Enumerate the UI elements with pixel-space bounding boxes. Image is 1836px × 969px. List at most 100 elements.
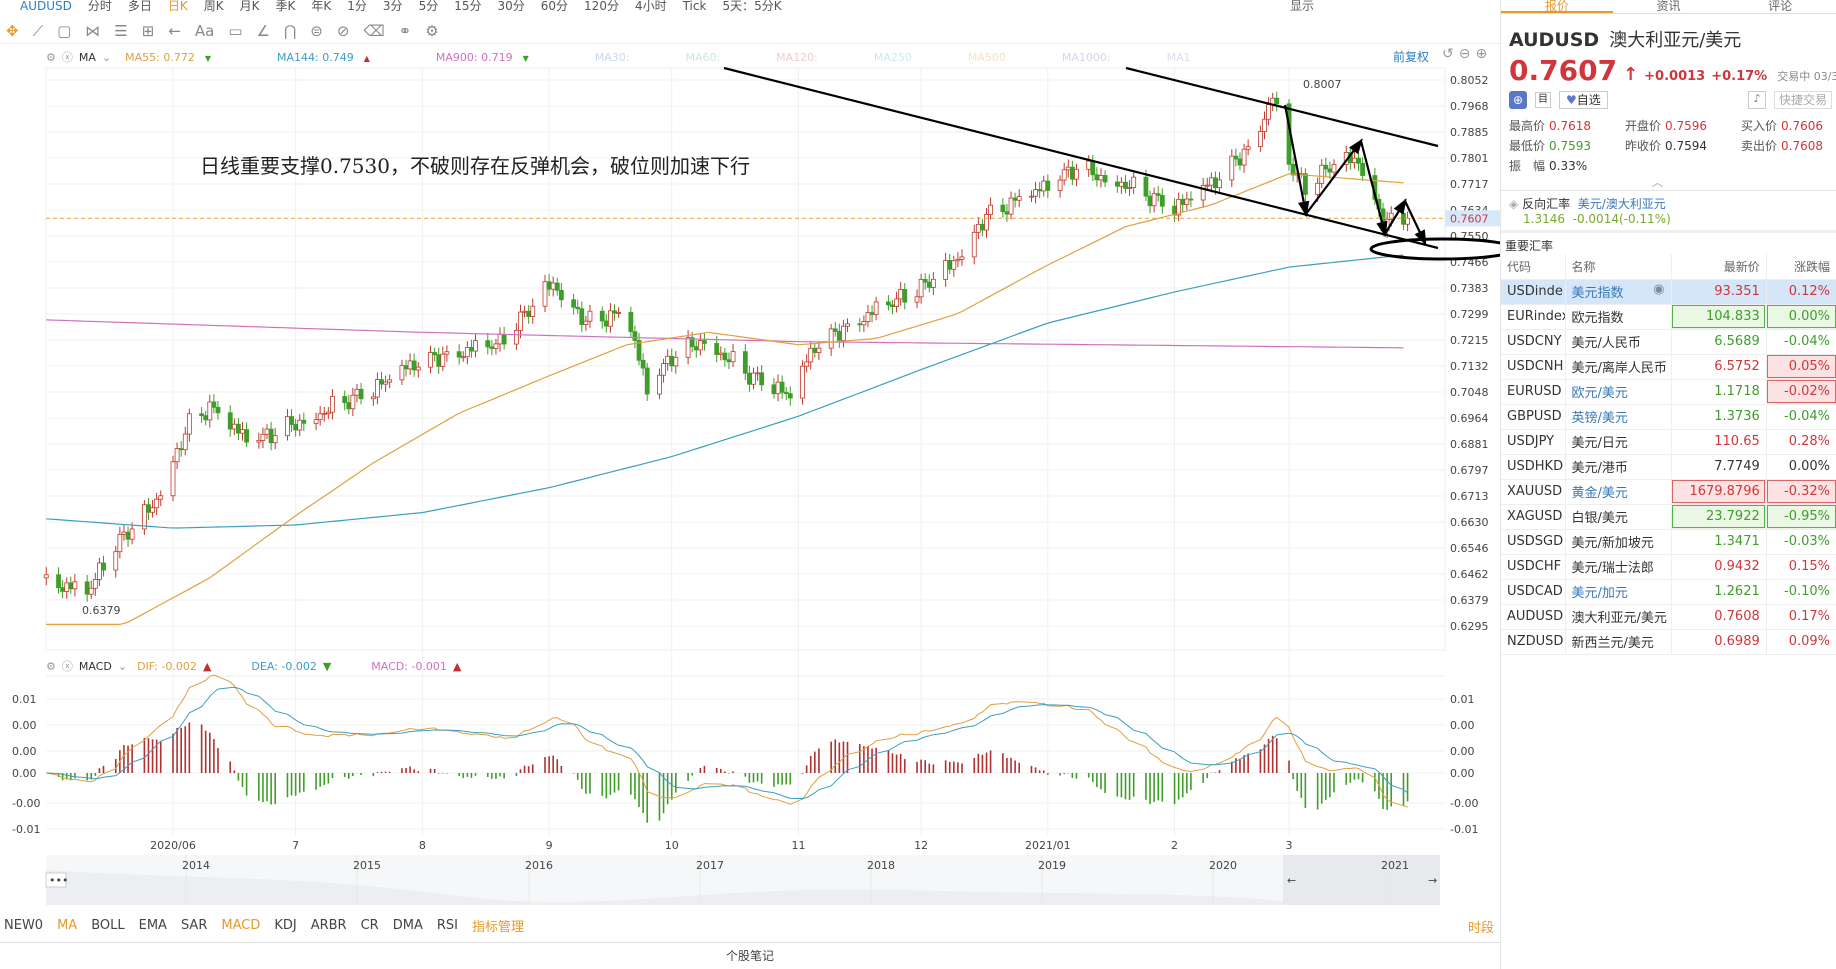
period-tab[interactable]: 季K bbox=[275, 0, 296, 13]
indicator-tab[interactable]: BOLL bbox=[91, 917, 125, 933]
table-row[interactable]: EURUSD 欧元/美元 1.1718 -0.02% bbox=[1501, 379, 1836, 405]
period-tab[interactable]: 周K bbox=[203, 0, 224, 13]
comment-tool-icon[interactable]: ▭ bbox=[228, 21, 243, 40]
period-tab[interactable]: 5分 bbox=[418, 0, 439, 13]
text-tool-icon[interactable]: Aa bbox=[194, 21, 215, 40]
table-row[interactable]: XAGUSD 白银/美元 23.7922 -0.95% bbox=[1501, 504, 1836, 530]
table-row[interactable]: USDCAD 美元/加元 1.2621 -0.10% bbox=[1501, 579, 1836, 605]
table-row[interactable]: USDCNY 美元/人民币 6.5689 -0.04% bbox=[1501, 329, 1836, 355]
table-row[interactable]: USDHKD 美元/港币 7.7749 0.00% bbox=[1501, 454, 1836, 480]
indicator-tab[interactable]: NEW0 bbox=[4, 917, 44, 933]
indicator-tab[interactable]: KDJ bbox=[274, 917, 297, 933]
column-header[interactable]: 名称 bbox=[1565, 254, 1672, 280]
ma-legend-item[interactable]: MA30: bbox=[595, 51, 636, 64]
bell-icon[interactable]: ♪ bbox=[1747, 91, 1766, 109]
column-header[interactable]: 涨跌幅 bbox=[1766, 254, 1836, 280]
ma-legend-item[interactable]: MA55: 0.772 ▼ bbox=[125, 51, 217, 64]
settings-icon[interactable]: ⚙ bbox=[46, 50, 56, 64]
eye-icon[interactable]: ◉ bbox=[1653, 282, 1665, 297]
period-tab[interactable]: 多日 bbox=[127, 0, 152, 13]
macd-label[interactable]: MACD bbox=[78, 659, 112, 673]
table-row[interactable]: AUDUSD 澳大利亚元/美元 0.7608 0.17% bbox=[1501, 604, 1836, 630]
collapse-icon[interactable]: ︿ bbox=[1652, 176, 1663, 189]
hide-icon[interactable]: ⊘ bbox=[336, 21, 350, 40]
table-row[interactable]: USDinde 美元指数 ◉ 93.351 0.12% bbox=[1501, 279, 1836, 305]
close-icon[interactable]: ⓧ bbox=[61, 660, 73, 673]
measure-tool-icon[interactable]: ⊞ bbox=[141, 21, 155, 40]
indicator-tab[interactable]: ARBR bbox=[310, 917, 347, 933]
arrow-tool-icon[interactable]: ← bbox=[168, 21, 181, 40]
period-tab[interactable]: 1分 bbox=[347, 0, 367, 13]
quick-trade-button[interactable]: 快捷交易 bbox=[1773, 91, 1832, 109]
ma-legend-item[interactable]: MA60: bbox=[685, 51, 726, 64]
table-row[interactable]: USDJPY 美元/日元 110.65 0.28% bbox=[1501, 429, 1836, 455]
move-icon[interactable]: ✥ bbox=[6, 21, 19, 40]
magnet-icon[interactable]: ⋂ bbox=[283, 21, 297, 40]
column-header[interactable]: 代码 bbox=[1501, 254, 1566, 280]
calendar-icon[interactable]: 目 bbox=[1535, 92, 1551, 108]
fib-tool-icon[interactable]: ⋈ bbox=[85, 21, 101, 40]
trash-icon[interactable]: ⌫ bbox=[363, 21, 385, 40]
compare-icon[interactable]: ⚭ bbox=[398, 21, 412, 40]
chevron-down-icon[interactable]: ⌄ bbox=[117, 659, 128, 673]
table-row[interactable]: USDCHF 美元/瑞士法郎 0.9432 0.15% bbox=[1501, 554, 1836, 580]
settings-icon[interactable]: ⚙ bbox=[46, 659, 56, 673]
zoom-controls[interactable]: ↺⊖⊕ bbox=[1442, 46, 1493, 62]
chart-canvas[interactable]: 0.80520.79680.78850.78010.77170.76340.75… bbox=[0, 0, 1500, 910]
ma-legend-item[interactable]: MA1000: bbox=[1062, 51, 1117, 64]
ma-label[interactable]: MA bbox=[78, 50, 96, 64]
indicator-tab[interactable]: 指标管理 bbox=[471, 919, 524, 935]
period-tab[interactable]: 日K bbox=[167, 0, 188, 13]
angle-tool-icon[interactable]: ∠ bbox=[256, 21, 270, 40]
period-tab[interactable]: 分时 bbox=[87, 0, 112, 13]
indicator-tab[interactable]: MACD bbox=[221, 917, 261, 933]
period-tab[interactable]: 120分 bbox=[584, 0, 619, 13]
indicator-tab[interactable]: SAR bbox=[180, 917, 208, 933]
globe-icon[interactable]: ⊕ bbox=[1509, 91, 1527, 109]
indicator-tab[interactable]: CR bbox=[360, 917, 379, 933]
drawings[interactable] bbox=[723, 66, 1500, 261]
watchlist-button[interactable]: ♥自选 bbox=[1559, 91, 1608, 109]
navigator-window[interactable] bbox=[1283, 855, 1440, 905]
stock-notes-bar[interactable]: 个股笔记 bbox=[0, 942, 1500, 969]
table-row[interactable]: XAUUSD 黄金/美元 1679.8796 -0.32% bbox=[1501, 479, 1836, 505]
arrow-left-icon[interactable]: ← bbox=[1287, 874, 1296, 887]
ma-legend-item[interactable]: MA144: 0.749 ▲ bbox=[277, 51, 376, 64]
close-icon[interactable]: ⓧ bbox=[61, 51, 73, 64]
indicator-tab[interactable]: MA bbox=[57, 917, 78, 933]
period-tab[interactable]: 月K bbox=[239, 0, 260, 13]
table-row[interactable]: EURindex 欧元指数 104.833 0.00% bbox=[1501, 304, 1836, 330]
ma-legend-item[interactable]: MA250 bbox=[874, 51, 918, 64]
ma-legend-item[interactable]: MA900: 0.719 ▼ bbox=[436, 51, 535, 64]
adjust-button[interactable]: 前复权 bbox=[1393, 50, 1430, 64]
period-tab[interactable]: 5天：5分K bbox=[722, 0, 782, 13]
period-tab[interactable]: 年K bbox=[311, 0, 332, 13]
indicator-tab[interactable]: DMA bbox=[392, 917, 423, 933]
indicator-tab[interactable]: RSI bbox=[436, 917, 458, 933]
line-tool-icon[interactable]: ⟋ bbox=[32, 21, 44, 40]
period-button[interactable]: 时段 bbox=[1468, 921, 1495, 936]
table-row[interactable]: GBPUSD 英镑/美元 1.3736 -0.04% bbox=[1501, 404, 1836, 430]
table-row[interactable]: NZDUSD 新西兰元/美元 0.6989 0.09% bbox=[1501, 629, 1836, 655]
column-header[interactable]: 最新价 bbox=[1671, 254, 1767, 280]
rect-tool-icon[interactable]: ▢ bbox=[57, 21, 72, 40]
indicator-tab[interactable]: EMA bbox=[138, 917, 167, 933]
display-menu[interactable]: 显示 bbox=[1290, 0, 1315, 13]
panel-tab[interactable]: 报价 bbox=[1501, 0, 1613, 13]
panel-tab[interactable]: 评论 bbox=[1768, 0, 1793, 13]
period-tab[interactable]: 30分 bbox=[497, 0, 525, 13]
ma-legend-item[interactable]: MA120: bbox=[776, 51, 824, 64]
navigator-handle[interactable] bbox=[45, 872, 67, 888]
period-tab[interactable]: Tick bbox=[682, 0, 707, 13]
symbol-tab[interactable]: AUDUSD bbox=[20, 0, 72, 13]
period-tab[interactable]: 60分 bbox=[540, 0, 569, 13]
lock-icon[interactable]: ⊜ bbox=[310, 21, 323, 40]
more-icon[interactable]: ••• bbox=[49, 874, 68, 887]
period-tab[interactable]: 4小时 bbox=[634, 0, 667, 13]
ma-legend-item[interactable]: MA500 bbox=[968, 51, 1012, 64]
period-tab[interactable]: 15分 bbox=[454, 0, 482, 13]
reverse-pair-link[interactable]: 美元/澳大利亚元 bbox=[1577, 197, 1666, 211]
period-tab[interactable]: 3分 bbox=[382, 0, 403, 13]
channel-tool-icon[interactable]: ☰ bbox=[114, 21, 128, 40]
arrow-right-icon[interactable]: → bbox=[1428, 874, 1437, 887]
